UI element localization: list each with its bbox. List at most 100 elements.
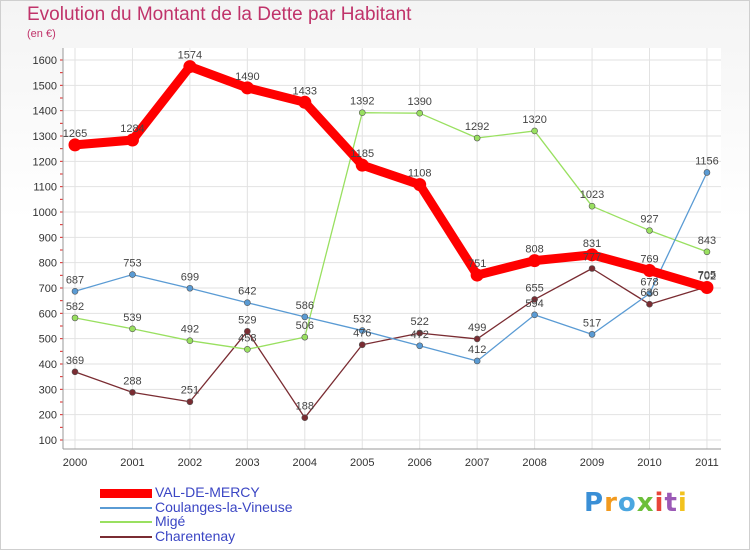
data-label-charentenay: 777 <box>583 251 601 263</box>
data-label-coulanges-la-vineuse: 412 <box>468 344 486 356</box>
data-label-coulanges-la-vineuse: 1156 <box>695 155 719 167</box>
data-label-coulanges-la-vineuse: 586 <box>296 300 314 312</box>
data-point-charentenay <box>301 414 309 422</box>
data-point-charentenay <box>416 329 424 337</box>
data-label-mige: 1023 <box>580 189 604 201</box>
data-point-coulanges-la-vineuse <box>531 311 538 319</box>
grid <box>63 48 721 449</box>
data-point-val-de-mercy <box>528 254 542 268</box>
data-label-val-de-mercy: 831 <box>583 238 601 250</box>
data-label-val-de-mercy: 702 <box>698 270 716 282</box>
y-tick-label: 800 <box>39 258 57 270</box>
data-point-coulanges-la-vineuse <box>186 284 194 292</box>
data-point-val-de-mercy <box>240 81 254 95</box>
data-label-coulanges-la-vineuse: 532 <box>353 314 371 326</box>
data-label-coulanges-la-vineuse: 753 <box>123 258 141 270</box>
data-point-val-de-mercy <box>355 158 369 172</box>
data-label-charentenay: 369 <box>66 355 84 367</box>
legend-label: Charentenay <box>155 528 236 544</box>
data-label-val-de-mercy: 1265 <box>63 128 87 140</box>
series-line-mige <box>74 112 708 350</box>
data-point-coulanges-la-vineuse <box>358 327 366 334</box>
data-label-mige: 582 <box>66 301 84 313</box>
data-point-coulanges-la-vineuse <box>129 271 136 278</box>
data-label-coulanges-la-vineuse: 472 <box>411 329 429 341</box>
data-point-val-de-mercy <box>183 60 197 74</box>
data-label-val-de-mercy: 1108 <box>408 168 432 180</box>
data-point-val-de-mercy <box>470 268 484 282</box>
data-point-mige <box>129 325 136 333</box>
data-label-charentenay: 188 <box>296 401 314 413</box>
data-point-charentenay <box>244 328 251 335</box>
x-tick-label: 2010 <box>637 457 661 469</box>
x-tick-label: 2004 <box>293 457 317 469</box>
y-tick-label: 1300 <box>33 131 57 143</box>
series-line-charentenay <box>74 267 708 419</box>
data-point-charentenay <box>646 300 653 308</box>
x-tick-label: 2002 <box>178 457 202 469</box>
data-label-mige: 458 <box>238 332 256 344</box>
data-label-coulanges-la-vineuse: 687 <box>66 274 84 286</box>
data-point-charentenay <box>129 389 136 396</box>
y-tick-label: 900 <box>39 232 57 244</box>
y-tick-label: 500 <box>39 334 57 346</box>
data-point-coulanges-la-vineuse <box>646 290 653 297</box>
x-tick-label: 2003 <box>235 457 259 469</box>
data-point-mige <box>186 337 194 344</box>
data-label-mige: 539 <box>123 312 141 324</box>
y-tick-label: 200 <box>39 410 57 422</box>
x-tick-label: 2006 <box>407 457 431 469</box>
y-tick-label: 1600 <box>33 55 57 67</box>
data-point-coulanges-la-vineuse <box>703 169 711 176</box>
data-point-val-de-mercy <box>68 138 82 152</box>
data-point-coulanges-la-vineuse <box>588 331 596 338</box>
proxiti-logo: Proxiti <box>584 488 688 518</box>
data-point-charentenay <box>473 335 481 343</box>
data-point-coulanges-la-vineuse <box>244 299 251 306</box>
data-point-mige <box>244 346 251 353</box>
data-label-coulanges-la-vineuse: 699 <box>181 271 199 283</box>
data-label-val-de-mercy: 808 <box>525 244 543 256</box>
data-point-val-de-mercy <box>298 95 312 109</box>
data-label-mige: 492 <box>181 324 199 336</box>
data-label-charentenay: 529 <box>238 314 256 326</box>
data-label-val-de-mercy: 769 <box>640 254 658 266</box>
data-label-charentenay: 499 <box>468 322 486 334</box>
data-label-mige: 1320 <box>522 114 546 126</box>
series-line-coulanges-la-vineuse <box>74 171 708 362</box>
data-label-val-de-mercy: 1284 <box>120 123 144 135</box>
data-point-charentenay <box>531 296 538 303</box>
data-point-mige <box>301 333 309 341</box>
series-line-val-de-mercy <box>70 62 712 292</box>
y-tick-label: 1000 <box>33 207 57 219</box>
legend-label: Coulanges-la-Vineuse <box>155 499 293 515</box>
data-label-mige: 1390 <box>407 96 431 108</box>
data-point-charentenay <box>588 265 596 272</box>
data-labels: 1265 1284 1574 1490 1433 1185 1108 751 808 831 769… <box>63 50 719 413</box>
data-point-mige <box>703 248 711 256</box>
data-point-mige <box>588 202 596 210</box>
x-tick-label: 2005 <box>350 457 374 469</box>
plot-area <box>63 48 721 449</box>
data-point-val-de-mercy <box>585 248 599 262</box>
legend-label: VAL-DE-MERCY <box>155 484 260 500</box>
data-label-mige: 927 <box>640 213 658 225</box>
data-label-charentenay: 655 <box>525 282 543 294</box>
data-point-charentenay <box>358 341 366 349</box>
x-tick-label: 2011 <box>695 457 719 469</box>
data-label-charentenay: 705 <box>698 270 716 282</box>
x-tick-label: 2008 <box>522 457 546 469</box>
data-point-mige <box>531 127 538 135</box>
y-tick-label: 300 <box>39 384 57 396</box>
series <box>68 60 714 422</box>
data-label-charentenay: 288 <box>123 375 141 387</box>
data-point-mige <box>358 109 366 116</box>
data-label-val-de-mercy: 1185 <box>350 148 374 160</box>
data-label-val-de-mercy: 1490 <box>235 71 259 83</box>
data-point-coulanges-la-vineuse <box>416 342 424 350</box>
data-label-mige: 506 <box>296 320 314 332</box>
legend-swatch <box>100 507 152 509</box>
data-label-coulanges-la-vineuse: 594 <box>525 298 543 310</box>
y-tick-label: 100 <box>39 435 57 447</box>
